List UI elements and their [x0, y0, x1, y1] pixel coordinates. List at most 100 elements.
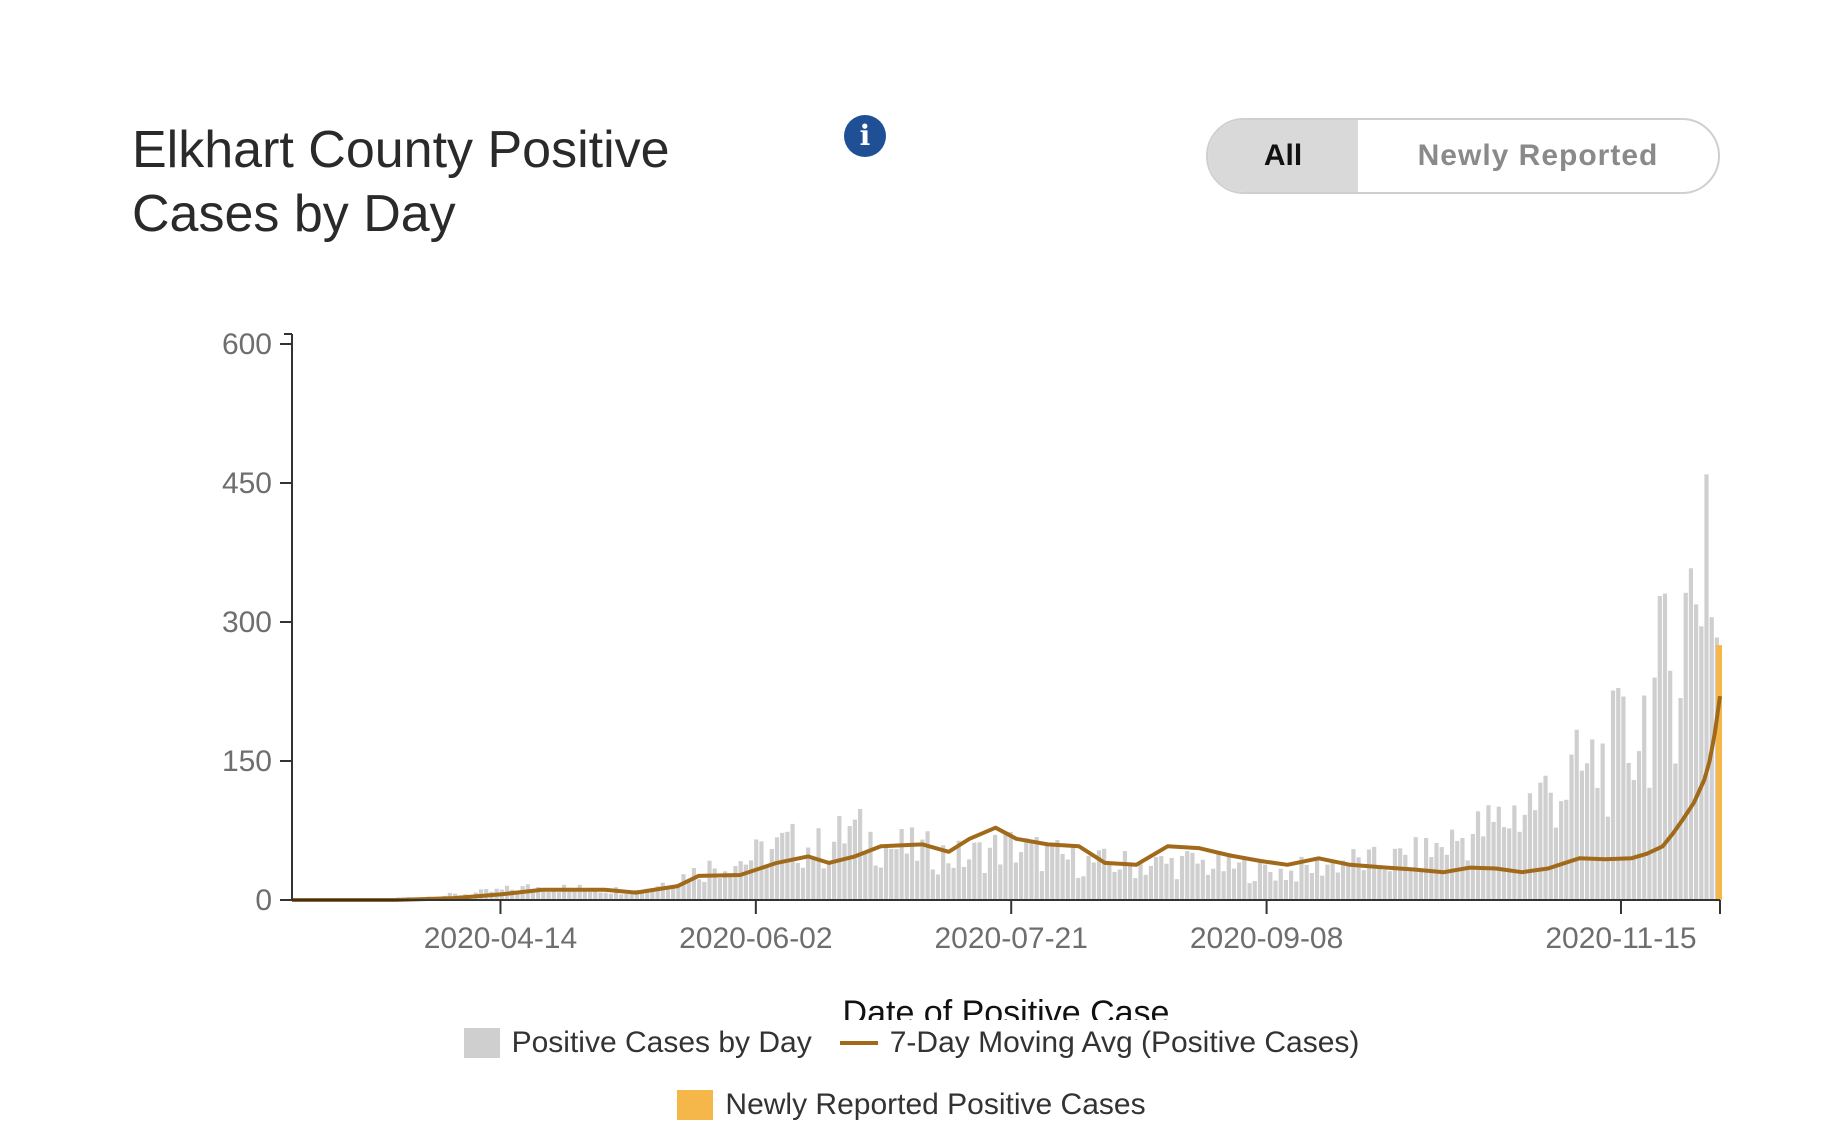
- bar-positive-cases: [598, 892, 603, 900]
- bar-positive-cases: [1533, 810, 1538, 900]
- legend-item-newly-reported: Newly Reported Positive Cases: [677, 1088, 1146, 1122]
- bar-positive-cases: [665, 886, 671, 900]
- bar-positive-cases: [1372, 846, 1377, 900]
- bar-positive-cases: [1190, 852, 1195, 900]
- bar-positive-cases: [1361, 870, 1366, 900]
- bar-positive-cases: [1034, 837, 1039, 900]
- bar-positive-cases: [1128, 862, 1133, 900]
- bar-positive-cases: [972, 842, 977, 900]
- bar-positive-cases: [1408, 867, 1413, 900]
- bar-positive-cases: [1044, 845, 1050, 900]
- bar-positive-cases: [925, 831, 930, 900]
- x-tick-label: 2020-09-08: [1190, 922, 1343, 955]
- bar-positive-cases: [1309, 873, 1314, 900]
- info-icon[interactable]: i: [844, 115, 886, 157]
- bar-positive-cases: [1699, 626, 1704, 900]
- bar-positive-cases: [603, 892, 608, 900]
- bar-positive-cases: [1164, 863, 1169, 900]
- bar-positive-cases: [977, 842, 982, 900]
- bar-positive-cases: [806, 847, 811, 900]
- y-tick-label: 600: [222, 328, 272, 361]
- bar-positive-cases: [1320, 875, 1325, 900]
- bar-positive-cases: [837, 815, 842, 900]
- bar-positive-cases: [832, 841, 837, 900]
- bar-positive-cases: [1294, 881, 1299, 900]
- bar-positive-cases: [1107, 862, 1112, 900]
- bar-positive-cases: [769, 849, 774, 900]
- bar-positive-cases: [1595, 787, 1600, 900]
- bar-positive-cases: [1216, 851, 1221, 900]
- bar-positive-cases: [551, 889, 556, 900]
- bar-positive-cases: [697, 879, 702, 900]
- bar-positive-cases: [920, 839, 925, 900]
- bar-positive-cases: [567, 887, 572, 900]
- bar-positive-cases: [1444, 854, 1449, 900]
- bar-positive-cases: [1496, 806, 1501, 900]
- bar-positive-cases: [1304, 864, 1309, 900]
- bar-positive-cases: [1486, 805, 1491, 900]
- legend-label-positive-cases: Positive Cases by Day: [511, 1026, 812, 1059]
- bar-positive-cases: [593, 891, 598, 900]
- bar-positive-cases: [676, 884, 681, 900]
- y-tick-label: 150: [222, 745, 272, 778]
- bar-positive-cases: [1013, 862, 1018, 900]
- x-axis-title: Date of Positive Case: [843, 994, 1170, 1020]
- y-tick-label: 0: [255, 884, 272, 917]
- bar-positive-cases: [1169, 858, 1174, 900]
- bar-positive-cases: [1018, 852, 1024, 900]
- bar-positive-cases: [556, 892, 562, 900]
- bar-positive-cases: [1465, 860, 1470, 900]
- bar-positive-cases: [1273, 880, 1278, 900]
- bar-positive-cases: [941, 845, 946, 900]
- bar-positive-cases: [1418, 870, 1424, 900]
- y-tick-label: 450: [222, 467, 272, 500]
- bar-positive-cases: [1574, 729, 1579, 900]
- bar-positive-cases: [1055, 840, 1060, 900]
- bar-positive-cases: [915, 860, 920, 900]
- bar-positive-cases: [1517, 831, 1522, 900]
- bar-positive-cases: [1138, 864, 1143, 900]
- bar-positive-cases: [1314, 857, 1320, 900]
- bar-positive-cases: [1491, 821, 1496, 900]
- bar-positive-cases: [608, 893, 613, 900]
- legend-row-2: Newly Reported Positive Cases: [0, 1088, 1823, 1122]
- bar-positive-cases: [982, 872, 987, 900]
- bar-positive-cases: [868, 831, 873, 900]
- bar-positive-cases: [1610, 690, 1616, 900]
- bar-positive-cases: [624, 893, 629, 900]
- bar-positive-cases: [956, 840, 961, 900]
- bar-positive-cases: [842, 843, 847, 900]
- bar-positive-cases: [1039, 871, 1044, 900]
- bar-positive-cases: [572, 889, 577, 900]
- bar-positive-cases: [1050, 842, 1055, 900]
- toggle-newly-reported-button[interactable]: Newly Reported: [1417, 139, 1659, 172]
- bar-positive-cases: [707, 860, 712, 900]
- legend-item-positive-cases: Positive Cases by Day: [463, 1026, 812, 1060]
- bar-positive-cases: [764, 867, 769, 900]
- bar-positive-cases: [847, 825, 852, 900]
- bar-positive-cases: [993, 834, 998, 900]
- bar-positive-cases: [1091, 862, 1096, 900]
- bar-positive-cases: [1501, 827, 1507, 900]
- legend-swatch-bars: [463, 1028, 500, 1058]
- bar-positive-cases: [1688, 568, 1694, 900]
- bar-positive-cases: [1346, 866, 1351, 900]
- bar-positive-cases: [587, 891, 593, 900]
- bar-positive-cases: [1029, 839, 1034, 900]
- bar-positive-cases: [863, 853, 868, 900]
- bar-positive-cases: [1351, 849, 1356, 900]
- bar-positive-cases: [935, 874, 941, 900]
- view-toggle[interactable]: All Newly Reported: [1206, 118, 1720, 194]
- bar-positive-cases: [878, 867, 883, 900]
- bar-positive-cases: [1694, 604, 1699, 900]
- bar-positive-cases: [951, 867, 956, 900]
- bar-positive-cases: [1398, 848, 1403, 900]
- bar-positive-cases: [639, 891, 645, 900]
- bar-positive-cases: [1024, 838, 1029, 900]
- legend-swatch-newly: [677, 1090, 714, 1120]
- bar-positive-cases: [967, 859, 972, 900]
- bar-positive-cases: [774, 837, 780, 900]
- bar-positive-cases: [1060, 853, 1065, 900]
- toggle-all-button[interactable]: All: [1208, 120, 1358, 192]
- bar-positive-cases: [1403, 854, 1408, 900]
